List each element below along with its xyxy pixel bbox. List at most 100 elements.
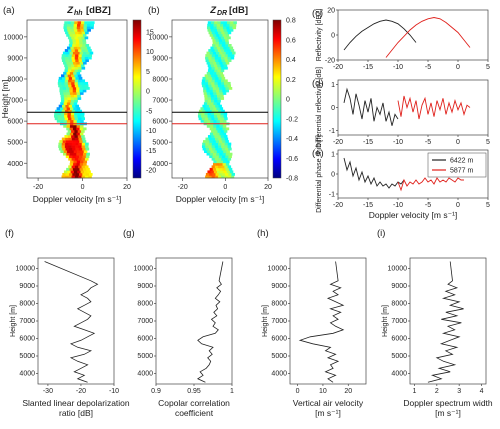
chart-0-heatmap-cell: [72, 76, 76, 80]
chart-0-panel-label: (a): [3, 5, 15, 16]
chart-1-heatmap-cell: [207, 135, 212, 138]
chart-1-heatmap-cell: [213, 71, 217, 75]
chart-1-heatmap-cell: [214, 81, 218, 85]
chart-0-heatmap-cell: [56, 119, 61, 123]
chart-1-heatmap-cell: [205, 137, 209, 141]
chart-1-heatmap-cell: [197, 114, 202, 118]
chart-0-heatmap-cell: [71, 36, 75, 40]
chart-1-heatmap-cell: [217, 112, 221, 116]
chart-1-heatmap-cell: [216, 162, 220, 166]
chart-1-heatmap-cell: [222, 152, 227, 156]
chart-6-ytick-label: 5000: [137, 353, 153, 360]
chart-0-heatmap-cell: [70, 114, 75, 118]
chart-1-heatmap-cell: [206, 92, 211, 95]
chart-0-heatmap-cell: [60, 102, 64, 105]
chart-0-heatmap-cell: [64, 117, 69, 121]
chart-1-heatmap-cell: [226, 160, 230, 164]
chart-1-colorbar: [272, 19, 282, 179]
chart-0-heatmap-cell: [77, 135, 82, 138]
chart-1-heatmap-cell: [222, 132, 227, 136]
chart-8-xtick-label: 3: [457, 388, 461, 395]
chart-0-heatmap-cell: [86, 26, 91, 30]
chart-0-heatmap-cell: [72, 155, 77, 159]
chart-1-heatmap-cell: [210, 124, 214, 128]
chart-1-heatmap-cell: [214, 66, 219, 70]
chart-0-heatmap-cell: [71, 165, 76, 169]
chart-0-heatmap-cell: [81, 31, 86, 35]
chart-0-heatmap-cell: [68, 66, 72, 70]
chart-0-heatmap-cell: [75, 172, 80, 176]
chart-1-heatmap-cell: [205, 76, 210, 80]
chart-0-heatmap-cell: [84, 36, 89, 40]
chart-0-heatmap-cell: [76, 160, 81, 164]
chart-1-heatmap-cell: [227, 145, 232, 148]
chart-0-heatmap-cell: [68, 79, 72, 83]
chart-2-xtick-label: 5: [486, 64, 490, 71]
chart-6-plot-frame: [155, 257, 233, 385]
chart-0-heatmap-cell: [79, 89, 84, 93]
chart-0-heatmap-cell: [84, 145, 89, 148]
chart-8-plot-frame: [409, 257, 487, 385]
chart-1-colorbar-tick-label: -0.2: [286, 116, 298, 123]
chart-2-xtick-label: -15: [363, 64, 373, 71]
chart-1-ytick-label: 7000: [152, 98, 168, 105]
chart-1-heatmap-cell: [217, 84, 222, 88]
chart-1-heatmap-cell: [216, 61, 220, 65]
chart-1-heatmap-cell: [214, 99, 218, 103]
chart-0-colorbar-tick-label: -10: [146, 128, 156, 135]
chart-1-heatmap-cell: [215, 76, 219, 80]
chart-1-heatmap-cell: [209, 167, 214, 171]
chart-6-ytick-label: 6000: [137, 336, 153, 343]
chart-0-heatmap-cell: [85, 147, 90, 151]
chart-1-heatmap-cell: [224, 54, 229, 57]
chart-1-heatmap-cell: [210, 112, 215, 116]
chart-0-heatmap-cell: [63, 23, 68, 27]
chart-0-heatmap-cell: [74, 135, 79, 138]
chart-1-heatmap-cell: [226, 23, 230, 27]
chart-1-heatmap-cell: [214, 112, 218, 116]
chart-8-xtick-label: 1: [413, 388, 417, 395]
chart-0-heatmap-cell: [81, 175, 86, 179]
chart-0-heatmap-cell: [73, 124, 77, 128]
chart-0-heatmap-cell: [75, 137, 79, 141]
chart-1-heatmap-cell: [221, 147, 226, 151]
chart-0-heatmap-cell: [67, 64, 72, 68]
chart-5-ytick-label: 8000: [19, 301, 35, 308]
chart-0-heatmap-cell: [68, 165, 72, 169]
chart-0-heatmap-cell: [87, 28, 91, 32]
chart-0-heatmap-cell: [86, 51, 90, 55]
chart-0-heatmap-cell: [75, 104, 80, 108]
chart-4-xtick-label: 0: [456, 202, 460, 209]
chart-1-heatmap-cell: [219, 92, 224, 95]
chart-0-heatmap-cell: [65, 31, 69, 35]
chart-3-ylabel: Differential reflectivity [dB]: [316, 67, 323, 148]
chart-0-heatmap-cell: [68, 104, 73, 108]
chart-2-plot-frame: [337, 9, 489, 61]
chart-0-heatmap-cell: [69, 155, 73, 159]
chart-0-heatmap-cell: [69, 127, 74, 131]
chart-7-profile-line: [298, 261, 345, 383]
chart-1-heatmap-cell: [207, 21, 212, 25]
chart-1-heatmap-cell: [208, 84, 212, 88]
chart-1-heatmap-cell: [222, 26, 227, 30]
chart-1-heatmap-cell: [204, 99, 209, 103]
chart-1-heatmap-cell: [216, 132, 220, 136]
chart-0-heatmap-cell: [76, 107, 81, 111]
chart-0-heatmap-cell: [69, 71, 74, 75]
chart-1-heatmap-cell: [209, 172, 213, 176]
chart-0-heatmap-cell: [73, 170, 78, 174]
chart-0-heatmap-cell: [58, 76, 63, 80]
chart-0-heatmap-cells: [54, 21, 95, 179]
chart-0-heatmap-cell: [69, 61, 74, 65]
chart-1-heatmap-cell: [220, 36, 225, 40]
chart-1-heatmap-cell: [212, 127, 217, 131]
chart-0-heatmap-cell: [74, 99, 78, 103]
chart-5-ytick-label: 9000: [19, 283, 35, 290]
chart-1-heatmap-cell: [225, 162, 230, 166]
chart-0-heatmap-cell: [74, 84, 79, 88]
chart-1-colorbar-tick-label: 0.8: [286, 18, 296, 25]
chart-1-heatmap-cell: [213, 170, 218, 174]
chart-0-heatmap-cell: [71, 49, 76, 52]
chart-1-heatmap-cell: [228, 44, 232, 47]
chart-1-heatmap-cell: [220, 129, 225, 133]
